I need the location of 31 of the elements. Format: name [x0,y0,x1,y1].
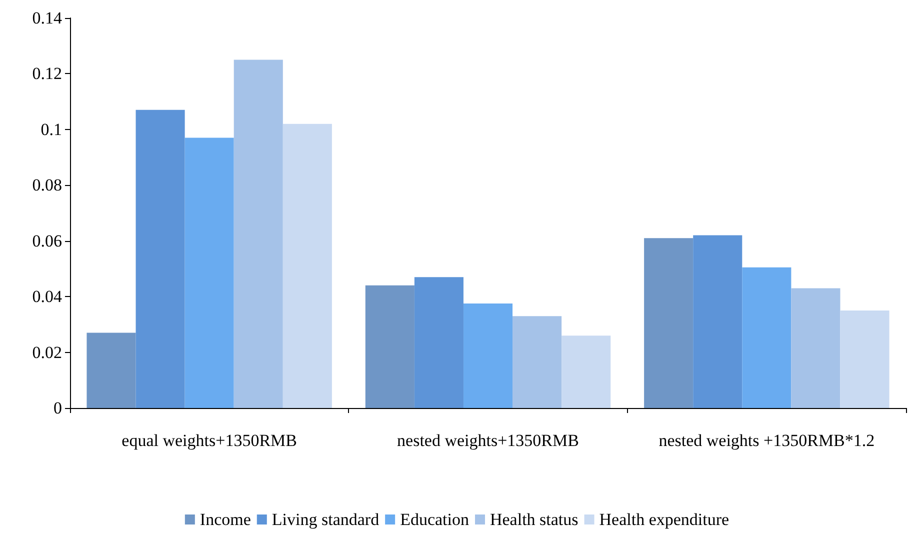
bar [86,332,136,408]
y-tick-label: 0 [54,398,62,418]
y-tick-label: 0.02 [32,342,62,362]
legend-label: Income [200,510,251,529]
bar [414,277,464,408]
bar [693,235,742,408]
y-tick-label: 0.06 [32,231,62,250]
bar [644,238,694,408]
bar [234,60,283,408]
legend-label: Health expenditure [599,510,730,529]
y-tick-label: 0.14 [32,8,62,28]
y-tick-label: 0.08 [32,176,62,195]
x-tick-label: equal weights+1350RMB [122,431,298,450]
bar [742,267,792,408]
x-tick-label: nested weights +1350RMB*1.2 [658,431,875,450]
x-tick-label: nested weights+1350RMB [397,431,579,450]
bar [184,138,234,408]
bar [840,310,890,408]
bar [463,304,513,408]
bar [562,336,611,408]
y-tick-label: 0.12 [32,64,62,84]
legend-label: Living standard [272,510,380,529]
y-tick-label: 0.04 [32,287,62,306]
y-tick-label: 0.1 [40,120,62,139]
bar [136,110,185,408]
legend-label: Education [400,510,470,529]
bar [512,316,562,408]
bar [791,288,840,408]
bar [365,285,414,408]
bar [282,124,332,408]
legend-label: Health status [490,510,578,529]
